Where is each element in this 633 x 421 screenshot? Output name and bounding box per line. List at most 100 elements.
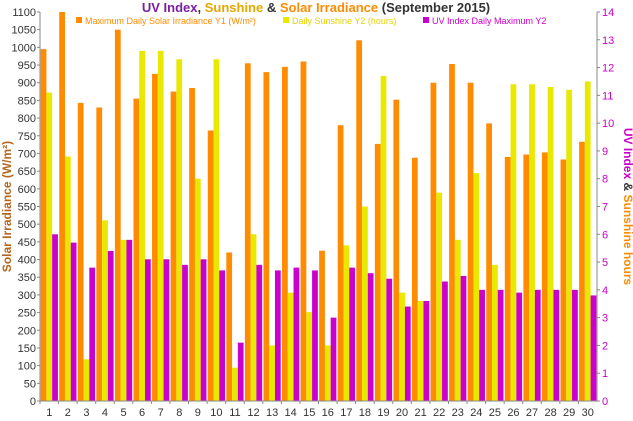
bar-series1-day-5 — [114, 29, 121, 402]
y1-tick-label: 400 — [18, 255, 36, 267]
bar-series2-day-11 — [232, 367, 238, 401]
bar-series1-day-10 — [207, 130, 214, 401]
y1-tick-label: 250 — [18, 308, 36, 320]
bar-series3-day-20 — [404, 306, 411, 401]
y1-tick-label: 50 — [24, 378, 36, 390]
bar-series1-day-2 — [59, 12, 65, 401]
bar-series1-day-22 — [430, 82, 437, 401]
y1-tick-label: 200 — [18, 325, 36, 337]
bar-series1-day-28 — [541, 152, 548, 401]
legend-swatch — [283, 17, 289, 23]
y1-tick-label: 150 — [18, 343, 36, 355]
y2-axis-title-part: & — [621, 179, 633, 194]
y1-tick-label: 850 — [18, 95, 36, 107]
bar-series2-day-24 — [473, 173, 480, 401]
y1-tick-label: 300 — [18, 290, 36, 302]
bar-series1-day-12 — [244, 63, 251, 401]
x-tick-label: 22 — [433, 407, 445, 419]
bar-series1-day-18 — [356, 40, 363, 401]
bar-series3-day-28 — [553, 289, 560, 401]
series-3 — [52, 234, 597, 401]
bar-series3-day-9 — [200, 259, 207, 401]
y1-tick-label: 0 — [30, 396, 36, 408]
y1-tick-label: 800 — [18, 113, 36, 125]
bar-series2-day-10 — [213, 59, 220, 402]
x-tick-label: 13 — [266, 407, 278, 419]
bar-series2-day-4 — [102, 220, 108, 401]
bar-series2-day-1 — [46, 92, 53, 401]
bar-series2-day-5 — [120, 239, 127, 401]
bar-series1-day-7 — [152, 73, 158, 401]
x-tick-label: 19 — [377, 407, 389, 419]
y1-tick-label: 450 — [18, 237, 36, 249]
chart-title-part: Solar Irradiance — [280, 0, 378, 15]
bar-series2-day-12 — [250, 234, 257, 401]
y2-tick-label: 6 — [602, 229, 608, 241]
legend-label: UV Index Daily Maximum Y2 — [432, 16, 546, 26]
bar-series2-day-16 — [324, 345, 331, 401]
bar-series3-day-14 — [293, 267, 300, 401]
bar-series3-day-25 — [497, 289, 504, 401]
bar-series1-day-21 — [411, 157, 418, 401]
x-tick-label: 23 — [452, 407, 464, 419]
y2-tick-label: 10 — [602, 118, 614, 130]
x-tick-label: 25 — [489, 407, 501, 419]
y2-tick-label: 1 — [602, 368, 608, 380]
y2-tick-label: 3 — [602, 313, 608, 325]
y2-axis-title: UV Index & Sunshine hours — [621, 128, 633, 286]
bar-series2-day-8 — [176, 59, 183, 402]
bar-series2-day-14 — [287, 292, 294, 401]
bar-series2-day-6 — [139, 50, 145, 402]
bar-series2-day-22 — [436, 192, 443, 401]
x-tick-label: 18 — [359, 407, 371, 419]
bar-series2-day-29 — [566, 89, 573, 402]
bar-series1-day-24 — [467, 82, 474, 401]
x-tick-label: 10 — [210, 407, 222, 419]
bar-series3-day-18 — [367, 273, 374, 401]
bar-series3-day-16 — [330, 317, 337, 401]
bar-series1-day-16 — [319, 250, 325, 401]
bar-series2-day-15 — [306, 312, 313, 401]
bar-series3-day-17 — [349, 267, 355, 401]
bar-series2-day-30 — [584, 81, 591, 402]
y1-tick-label: 700 — [18, 148, 36, 160]
bar-series1-day-26 — [504, 156, 511, 401]
y2-tick-label: 12 — [602, 63, 614, 75]
y1-tick-label: 750 — [18, 131, 36, 143]
x-tick-label: 5 — [120, 407, 126, 419]
y2-tick-label: 9 — [602, 146, 608, 158]
bar-series2-day-9 — [194, 178, 201, 401]
bar-series3-day-21 — [423, 300, 430, 401]
x-tick-label: 12 — [247, 407, 259, 419]
chart-title-part: , — [197, 0, 204, 15]
bar-series1-day-29 — [560, 159, 567, 401]
chart-title-part: & — [263, 0, 280, 15]
bar-series2-day-20 — [399, 292, 405, 401]
bar-series3-day-24 — [479, 289, 485, 401]
bar-series3-day-5 — [126, 239, 133, 401]
series-2 — [46, 50, 591, 402]
x-tick-label: 2 — [65, 407, 71, 419]
y2-tick-label: 7 — [602, 202, 608, 214]
bar-series3-day-30 — [590, 295, 597, 401]
y2-tick-label: 14 — [602, 7, 614, 19]
y1-tick-label: 950 — [18, 60, 36, 72]
x-tick-label: 28 — [544, 407, 556, 419]
y2-tick-label: 13 — [602, 35, 614, 47]
x-tick-label: 15 — [303, 407, 315, 419]
x-tick-label: 24 — [470, 407, 482, 419]
bar-series2-day-7 — [157, 50, 164, 402]
series-1 — [40, 12, 585, 402]
x-tick-label: 4 — [102, 407, 108, 419]
legend: Maximum Daily Solar Irradiance Y1 (W/m²)… — [76, 16, 546, 26]
x-tick-label: 8 — [176, 407, 182, 419]
x-tick-label: 1 — [46, 407, 52, 419]
legend-item-3: UV Index Daily Maximum Y2 — [423, 16, 546, 26]
bar-series3-day-4 — [107, 250, 114, 401]
legend-swatch — [423, 17, 429, 23]
y1-axis-title: Solar Irradiance (W/m²) — [0, 141, 14, 272]
bar-series2-day-19 — [380, 75, 387, 401]
bar-series2-day-18 — [362, 206, 368, 401]
bar-series1-day-25 — [486, 123, 493, 402]
x-tick-label: 27 — [526, 407, 538, 419]
